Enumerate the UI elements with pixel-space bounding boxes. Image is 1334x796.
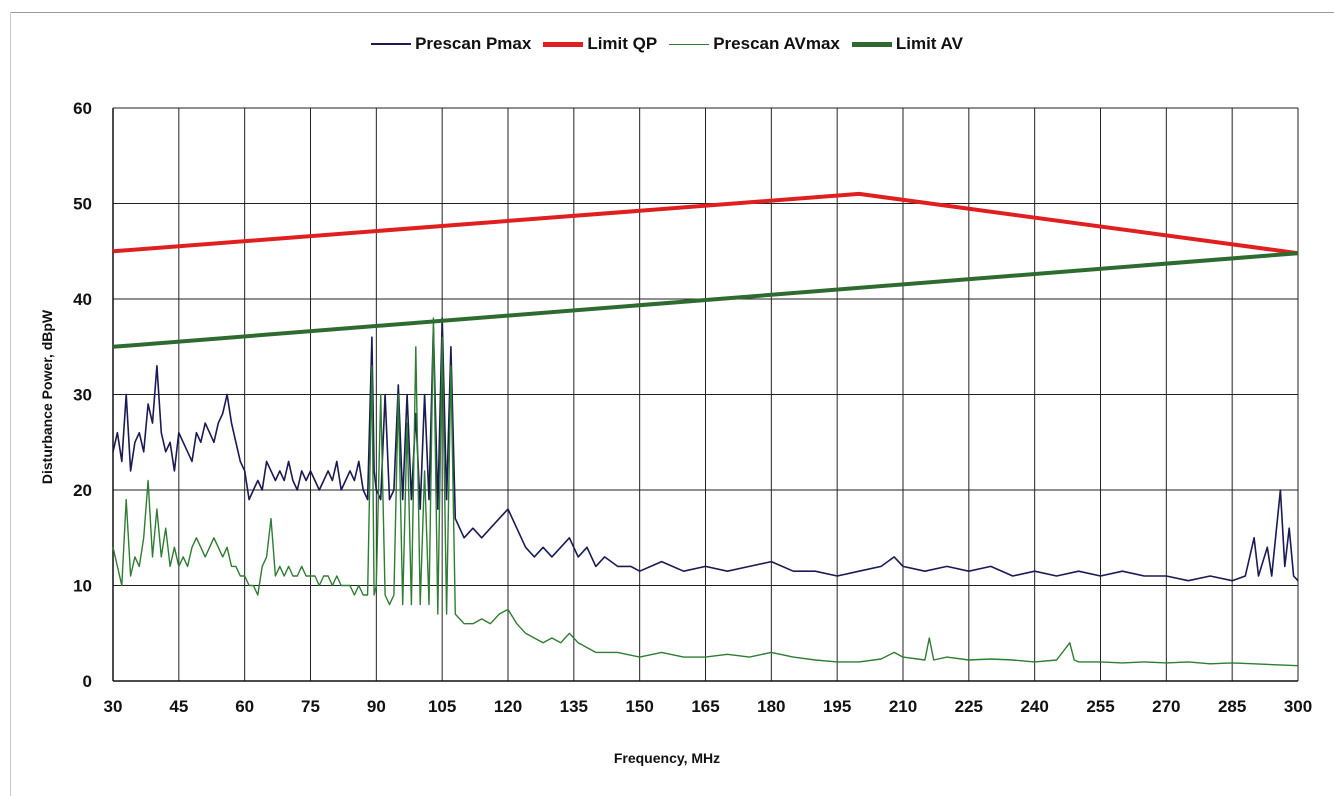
x-tick-label: 300 (1284, 697, 1312, 716)
y-tick-label: 50 (73, 195, 92, 214)
x-axis-title: Frequency, MHz (613, 750, 721, 766)
x-tick-label: 195 (823, 697, 851, 716)
x-tick-label: 105 (428, 697, 456, 716)
x-tick-label: 135 (560, 697, 588, 716)
x-tick-label: 30 (104, 697, 123, 716)
x-tick-label: 45 (169, 697, 188, 716)
x-tick-label: 75 (301, 697, 320, 716)
y-tick-label: 0 (83, 672, 92, 691)
y-tick-label: 10 (73, 577, 92, 596)
y-tick-label: 20 (73, 481, 92, 500)
x-tick-label: 270 (1152, 697, 1180, 716)
chart-frame-left (10, 12, 11, 796)
y-tick-label: 30 (73, 386, 92, 405)
x-tick-label: 210 (889, 697, 917, 716)
legend-swatch-limit-qp (543, 41, 584, 47)
legend-item-prescan-avmax: Prescan AVmax (669, 34, 840, 54)
chart-frame-top (10, 12, 1334, 13)
x-tick-label: 90 (367, 697, 386, 716)
legend-label: Prescan AVmax (713, 34, 840, 53)
series-line-limit-qp (112, 191, 1299, 256)
x-tick-label: 255 (1086, 697, 1114, 716)
legend: Prescan Pmax Limit QP Prescan AVmax Limi… (0, 34, 1334, 54)
tick-labels: 0 10 20 30 40 50 60 30 45 60 75 90 105 120 135 150 165 18… (73, 99, 1312, 716)
y-axis-title: Disturbance Power, dBpW (39, 309, 55, 485)
grid (112, 107, 1299, 682)
x-tick-label: 60 (235, 697, 254, 716)
x-tick-label: 225 (955, 697, 983, 716)
legend-item-limit-av: Limit AV (851, 34, 963, 54)
x-tick-label: 285 (1218, 697, 1246, 716)
legend-item-prescan-pmax: Prescan Pmax (371, 34, 531, 54)
x-tick-label: 180 (757, 697, 785, 716)
series-line-limit-av (112, 251, 1299, 349)
legend-swatch-limit-av (851, 41, 892, 47)
x-tick-label: 240 (1020, 697, 1048, 716)
x-tick-label: 150 (625, 697, 653, 716)
legend-swatch-prescan-avmax (669, 43, 710, 45)
legend-label: Limit QP (587, 34, 658, 53)
x-tick-label: 120 (494, 697, 522, 716)
series-line-prescan-pmax (112, 317, 1299, 582)
y-tick-label: 60 (73, 99, 92, 118)
legend-label: Prescan Pmax (415, 34, 532, 53)
x-tick-label: 165 (691, 697, 719, 716)
series-line-prescan-avmax (112, 317, 1299, 667)
legend-swatch-prescan-pmax (371, 43, 412, 45)
series-group (112, 191, 1299, 667)
legend-item-limit-qp: Limit QP (543, 34, 657, 54)
y-tick-label: 40 (73, 290, 92, 309)
legend-label: Limit AV (895, 34, 963, 53)
